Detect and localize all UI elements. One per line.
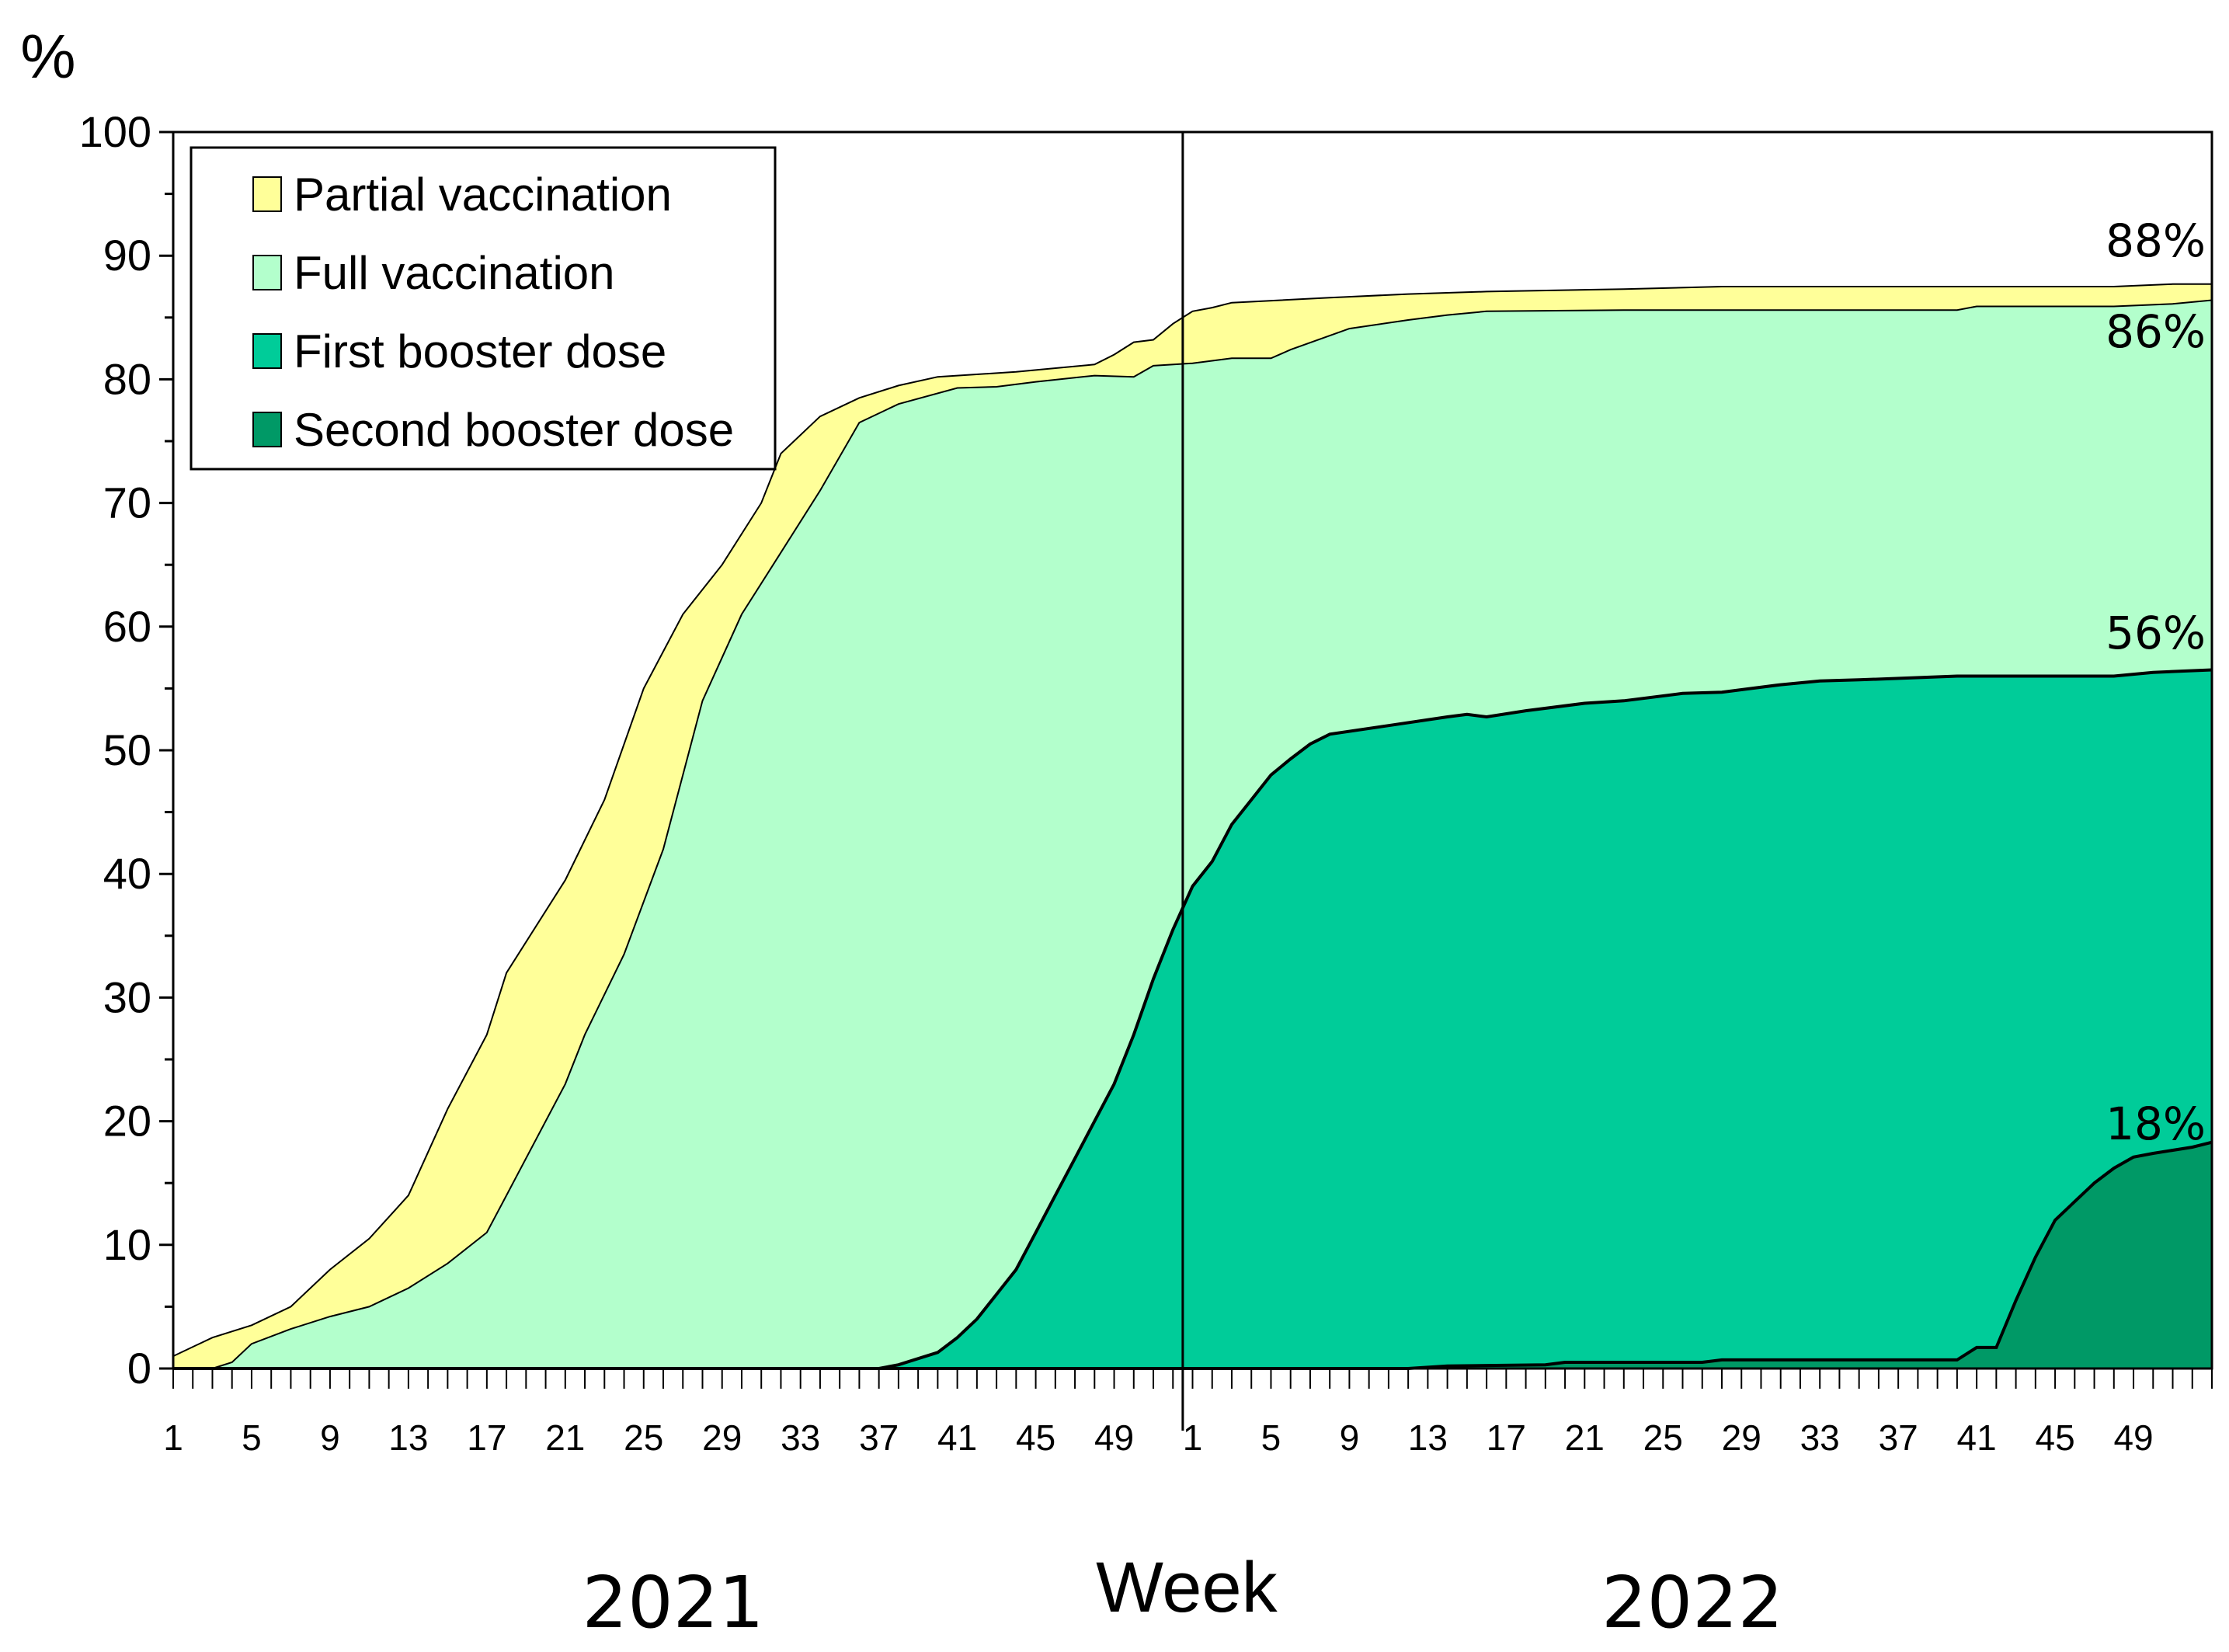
second-booster-dose-end-label: 18% xyxy=(2106,1097,2206,1150)
y-axis-label: % xyxy=(20,22,75,91)
x-tick-label-2021: 25 xyxy=(624,1417,663,1458)
x-tick-label-2021: 33 xyxy=(781,1417,820,1458)
x-tick-label-2021: 29 xyxy=(702,1417,742,1458)
x-tick-label-2022: 45 xyxy=(2035,1417,2074,1458)
legend-label-first-booster-dose: First booster dose xyxy=(294,325,666,377)
legend-swatch-first-booster-dose xyxy=(252,333,282,369)
area-layers xyxy=(173,132,2212,1369)
legend-swatch-full-vaccination xyxy=(252,255,282,290)
x-tick-label-2021: 45 xyxy=(1016,1417,1055,1458)
y-tick-label: 90 xyxy=(103,231,151,280)
first-booster-dose-line xyxy=(173,668,2213,1370)
legend-box xyxy=(190,146,777,471)
y-tick-label: 70 xyxy=(103,478,151,527)
legend-swatch-second-booster-dose xyxy=(252,412,282,447)
legend-label-partial-vaccination: Partial vaccination xyxy=(294,169,672,221)
y-tick-label: 80 xyxy=(103,354,151,403)
y-tick-label: 100 xyxy=(79,107,151,156)
legend: Partial vaccination Full vaccination First… xyxy=(190,146,777,471)
y-tick-label: 30 xyxy=(103,972,151,1021)
x-tick-label-2021: 49 xyxy=(1094,1417,1134,1458)
y-tick-label: 40 xyxy=(103,849,151,898)
x-tick-label-2022: 25 xyxy=(1643,1417,1683,1458)
x-tick-label-2022: 41 xyxy=(1957,1417,1997,1458)
year-label-2022: 2022 xyxy=(1601,1561,1783,1644)
y-tick-label: 20 xyxy=(103,1097,151,1146)
x-tick-label-2021: 13 xyxy=(388,1417,428,1458)
legend-swatch-partial-vaccination xyxy=(252,176,282,212)
legend-label-full-vaccination: Full vaccination xyxy=(294,247,615,299)
second-booster-dose-area xyxy=(173,1142,2212,1369)
x-tick-label-2022: 33 xyxy=(1800,1417,1840,1458)
first-booster-dose-end-label: 56% xyxy=(2106,607,2206,659)
x-tick-label-2021: 21 xyxy=(545,1417,585,1458)
x-tick-label-2021: 1 xyxy=(163,1417,183,1458)
partial-vaccination-end-label: 88% xyxy=(2106,214,2206,267)
full-vaccination-end-label: 86% xyxy=(2106,305,2206,358)
second-booster-dose-line xyxy=(173,1140,2213,1370)
x-tick-label-2022: 13 xyxy=(1408,1417,1448,1458)
legend-label-second-booster-dose: Second booster dose xyxy=(294,404,734,456)
x-tick-label-2021: 5 xyxy=(242,1417,262,1458)
y-tick-label: 50 xyxy=(103,725,151,774)
axes: 0 10 20 30 40 50 60 70 80 90 100 1 5 9 13 17 21 25 29 33 37 4… xyxy=(79,107,2213,1458)
x-tick-label-2022: 21 xyxy=(1565,1417,1605,1458)
x-tick-label-2022: 9 xyxy=(1340,1417,1360,1458)
x-tick-label-2021: 9 xyxy=(320,1417,340,1458)
x-tick-label-2022: 17 xyxy=(1487,1417,1526,1458)
x-axis-label: Week xyxy=(1096,1548,1278,1627)
y-tick-label: 0 xyxy=(127,1344,151,1393)
series-lines xyxy=(172,283,2213,1370)
partial-vaccination-line xyxy=(172,283,2212,1358)
x-tick-label-2021: 37 xyxy=(859,1417,899,1458)
y-tick-label: 60 xyxy=(103,602,151,651)
full-vaccination-line xyxy=(173,299,2213,1369)
x-tick-label-2022: 29 xyxy=(1722,1417,1761,1458)
x-tick-label-2022: 1 xyxy=(1183,1417,1203,1458)
x-tick-label-2022: 37 xyxy=(1879,1417,1918,1458)
x-tick-label-2022: 49 xyxy=(2113,1417,2153,1458)
first-booster-dose-area xyxy=(173,669,2212,1369)
y-tick-label: 10 xyxy=(103,1220,151,1269)
year-label-2021: 2021 xyxy=(582,1561,764,1644)
x-tick-label-2021: 41 xyxy=(937,1417,977,1458)
x-tick-label-2021: 17 xyxy=(467,1417,506,1458)
x-tick-label-2022: 5 xyxy=(1261,1417,1281,1458)
